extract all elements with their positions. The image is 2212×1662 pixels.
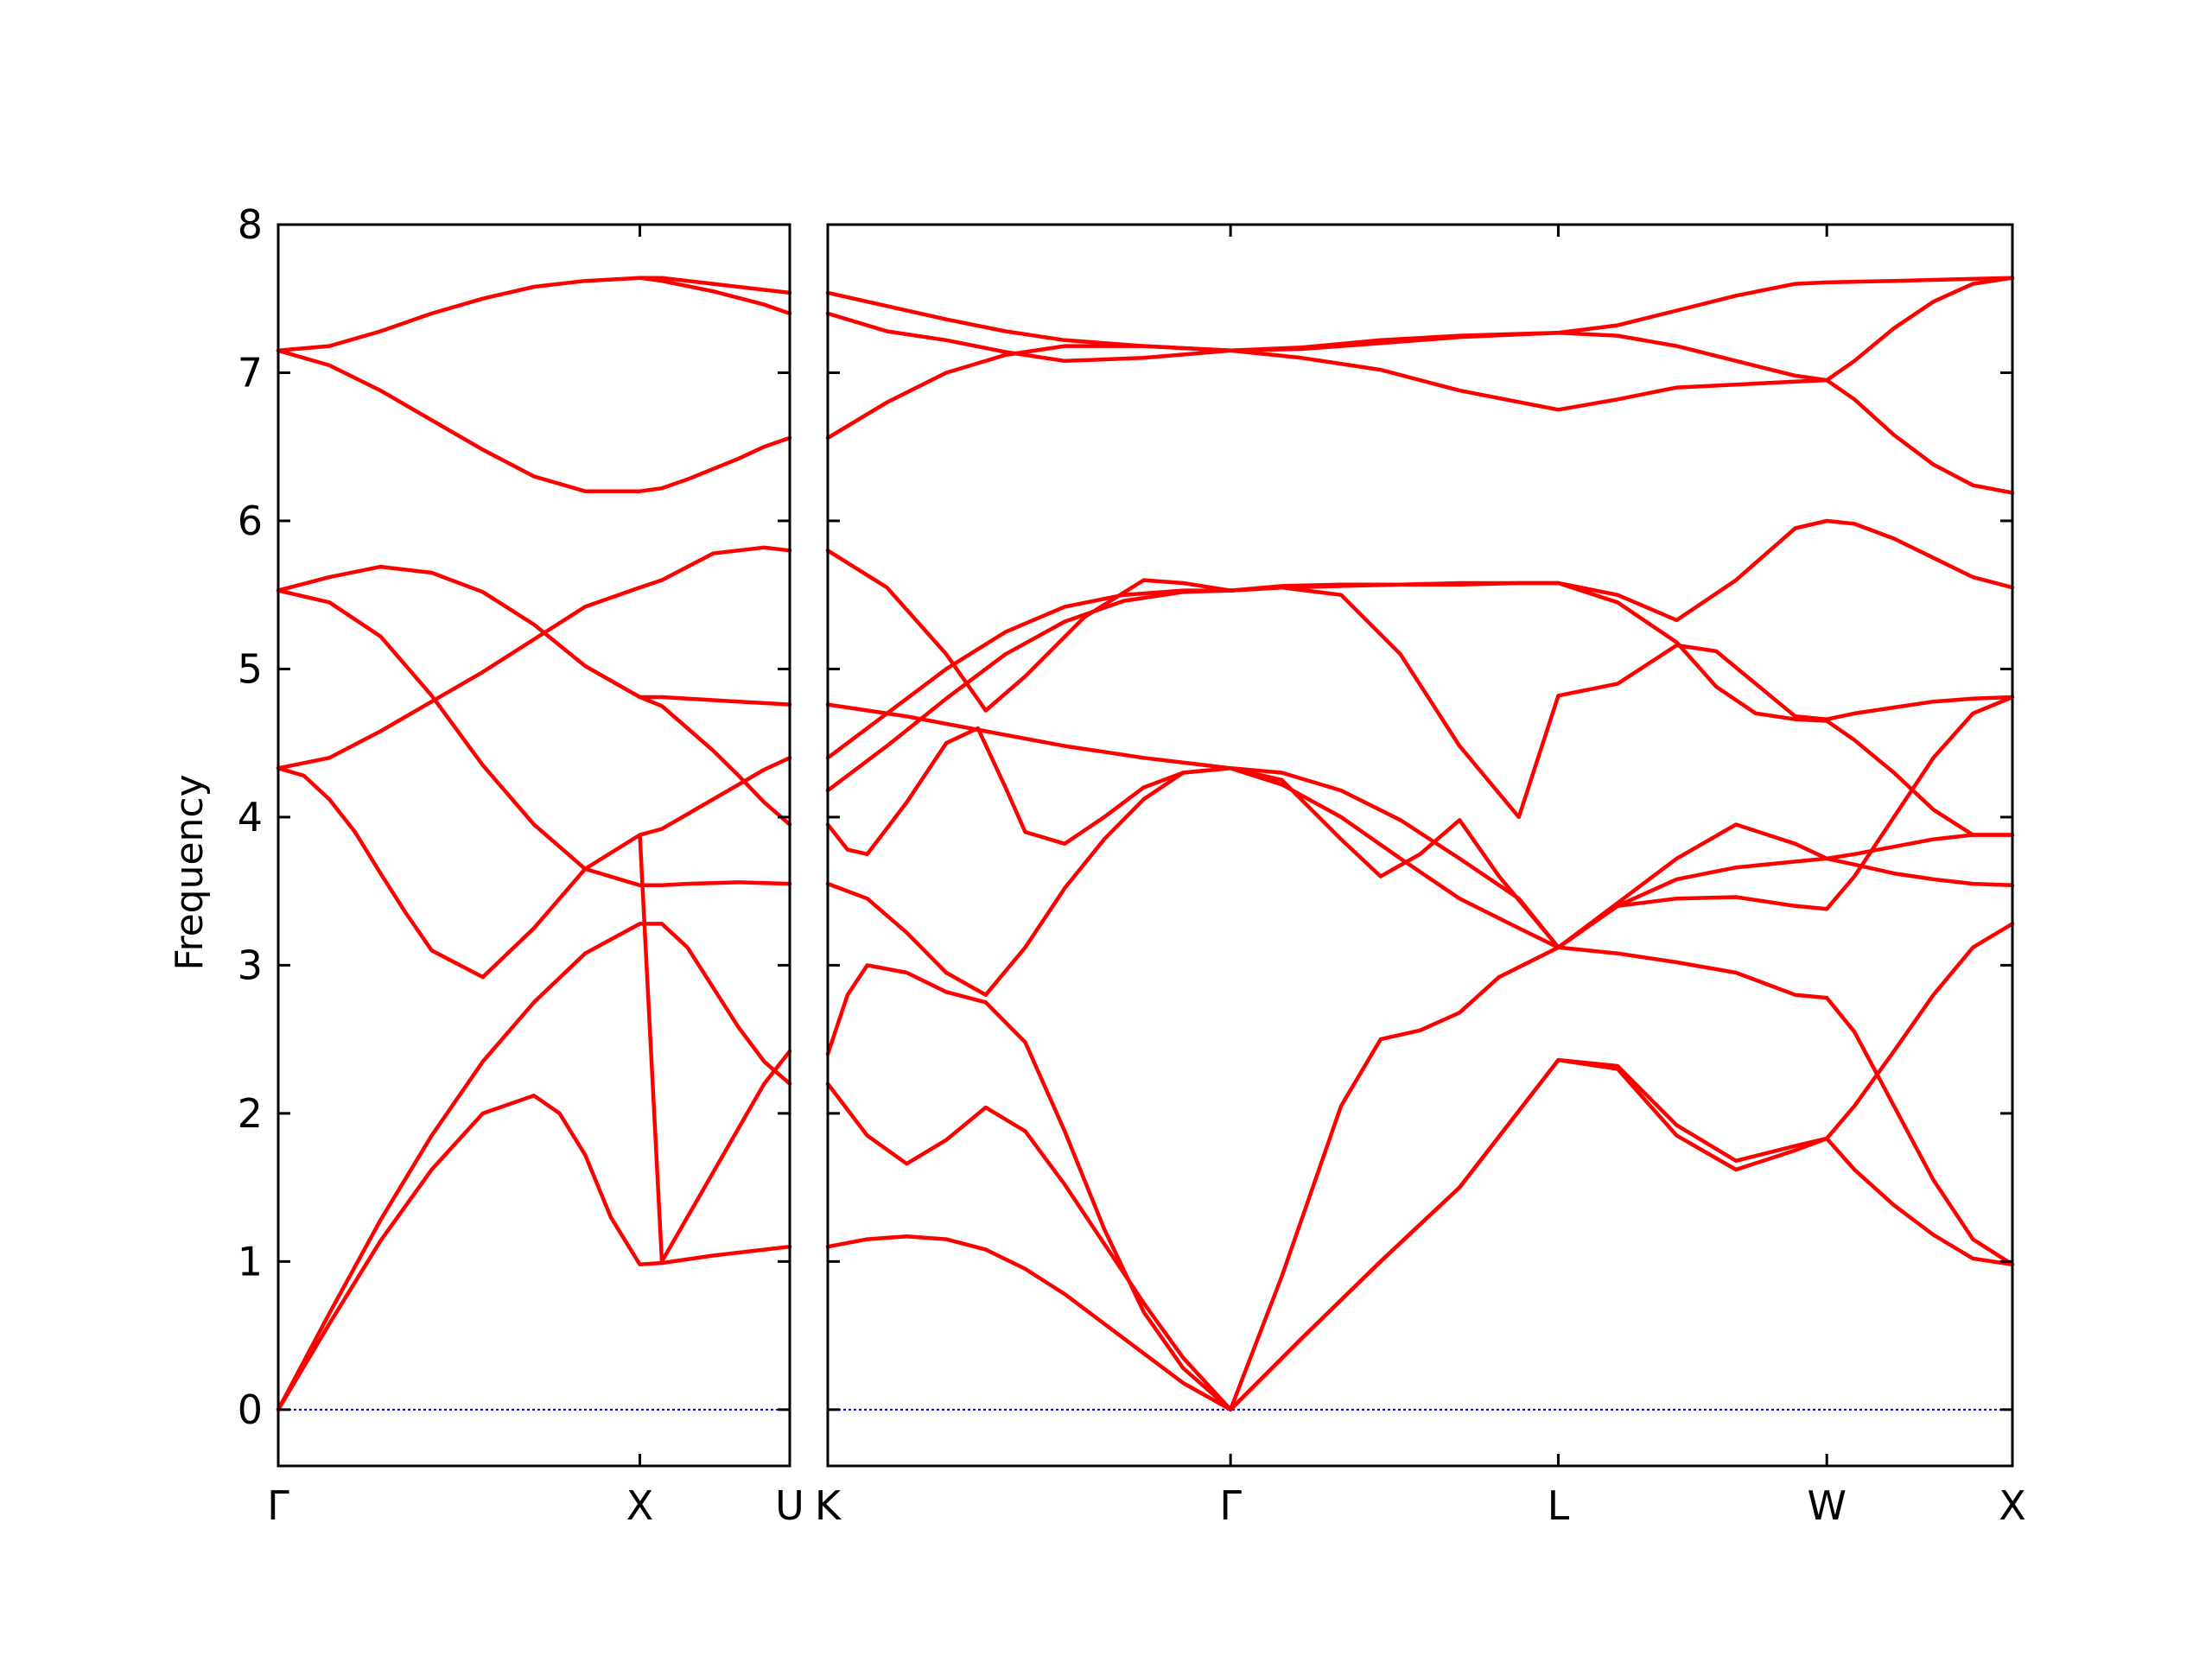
band-line — [825, 549, 2015, 837]
x-tick-label: K — [815, 1482, 842, 1529]
x-tick-label: U — [775, 1482, 804, 1529]
band-line — [276, 545, 792, 771]
panel-frame — [276, 223, 791, 1468]
panel-frames — [276, 223, 2014, 1468]
x-tick-label: W — [1807, 1482, 1846, 1529]
x-tick-label: Γ — [1219, 1482, 1242, 1529]
band-line — [825, 702, 2015, 950]
band-line — [825, 1057, 2015, 1412]
y-tick-label: 3 — [238, 942, 263, 988]
panel-frame — [826, 223, 2014, 1468]
band-line — [276, 588, 792, 888]
band-line — [638, 695, 792, 827]
band-line — [825, 695, 2015, 997]
y-tick-label: 7 — [238, 349, 263, 396]
phonon-bands — [276, 276, 2015, 1412]
band-line — [825, 276, 2015, 353]
x-tick-label: X — [1999, 1482, 2026, 1529]
band-line — [825, 344, 2015, 495]
band-line — [825, 945, 2015, 1412]
x-tick-label: L — [1548, 1482, 1570, 1529]
band-line — [638, 756, 792, 837]
y-tick-label: 2 — [238, 1090, 263, 1137]
y-tick-label: 8 — [238, 201, 263, 248]
x-tick-label: X — [626, 1482, 654, 1529]
band-line — [825, 276, 2015, 383]
y-axis-label: Frequency — [168, 774, 212, 970]
axis-ticks — [276, 223, 2014, 1466]
y-tick-label: 6 — [238, 498, 263, 544]
band-line — [638, 276, 792, 295]
band-line — [276, 564, 792, 707]
y-tick-label: 1 — [238, 1238, 263, 1285]
band-line — [276, 276, 792, 353]
band-line — [825, 726, 2015, 950]
band-line — [825, 585, 2015, 820]
band-line — [276, 922, 792, 1412]
band-line — [276, 766, 792, 1264]
y-tick-label: 5 — [238, 645, 263, 692]
band-line — [825, 922, 2015, 1412]
y-tick-label: 4 — [238, 794, 263, 841]
band-line — [276, 1094, 792, 1412]
y-tick-label: 0 — [238, 1386, 263, 1433]
band-line — [825, 518, 2015, 760]
band-line — [276, 348, 792, 493]
tick-labels: Γ X U 0 1 2 3 4 5 6 7 8 K Γ L W X — [238, 201, 2026, 1529]
x-tick-label: Γ — [267, 1482, 289, 1529]
